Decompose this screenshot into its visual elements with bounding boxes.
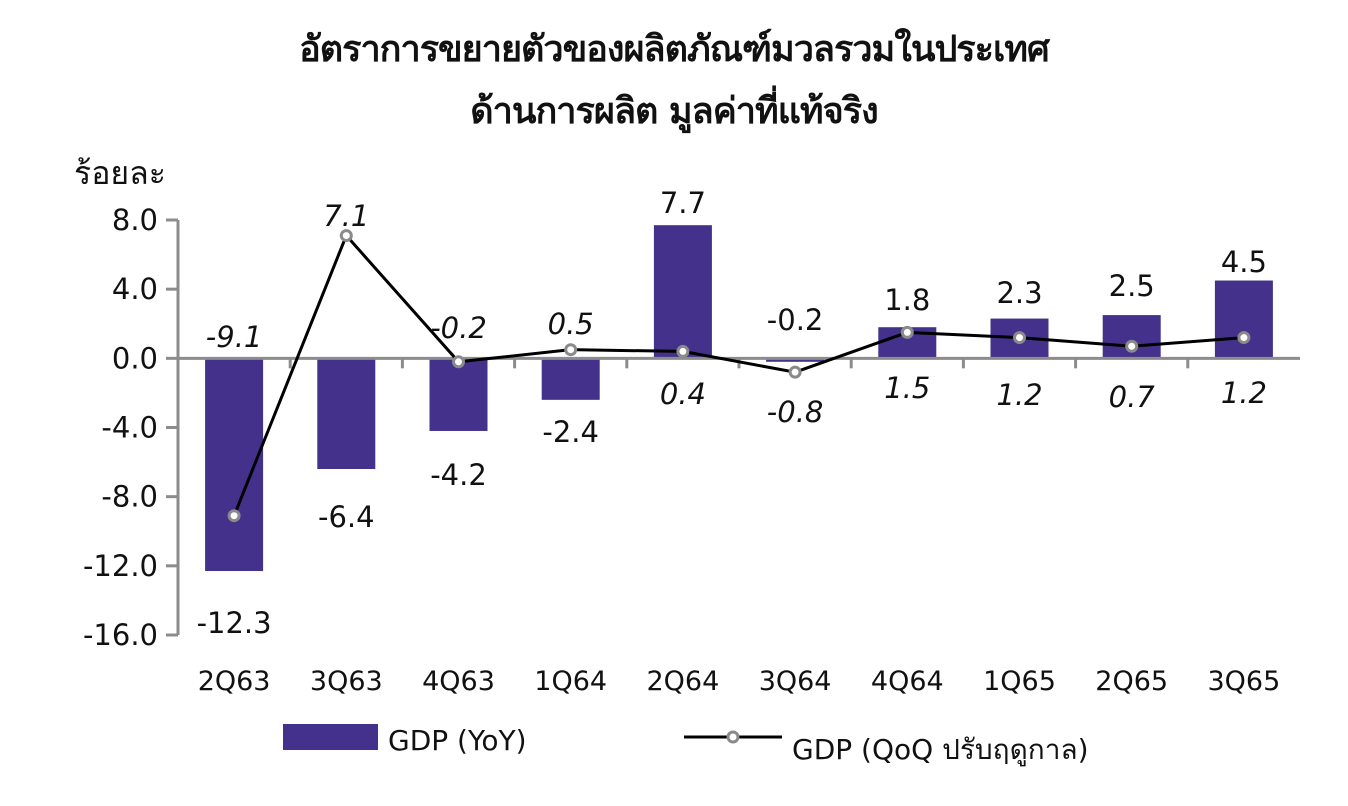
x-tick-label: 1Q64	[534, 666, 607, 697]
bar-value-label: -6.4	[318, 500, 375, 534]
y-tick-label: 4.0	[112, 272, 158, 306]
bar-value-label: 2.5	[1109, 269, 1155, 303]
y-tick-label: 0.0	[112, 341, 158, 375]
x-tick-label: 2Q64	[647, 666, 720, 697]
qoq-marker	[227, 509, 241, 523]
qoq-marker	[564, 343, 578, 357]
qoq-marker	[900, 325, 914, 339]
bar-value-label: 7.7	[660, 186, 706, 220]
legend-bar-label: GDP (YoY)	[388, 724, 527, 757]
bar-value-label: -4.2	[430, 458, 487, 492]
bar-value-label: -0.2	[767, 303, 824, 337]
line-value-label: 7.1	[323, 199, 369, 233]
line-value-label: -0.8	[767, 395, 824, 429]
qoq-marker	[339, 229, 353, 243]
y-tick-label: -12.0	[83, 549, 158, 583]
chart-subtitle: ด้านการผลิต มูลค่าที่แท้จริง	[470, 91, 878, 132]
chart-title: อัตราการขยายตัวของผลิตภัณฑ์มวลรวมในประเท…	[299, 29, 1050, 70]
line-value-label: 0.7	[1109, 380, 1156, 414]
bar-value-label: -2.4	[542, 415, 599, 449]
y-tick-label: 8.0	[112, 203, 158, 237]
bar-value-label: 4.5	[1221, 245, 1267, 279]
line-value-label: 1.5	[884, 371, 930, 405]
qoq-marker	[788, 365, 802, 379]
bar	[317, 358, 376, 469]
legend-line-marker-icon	[684, 730, 782, 744]
bar	[1214, 280, 1273, 359]
line-value-label: -0.2	[430, 311, 487, 345]
x-tick-label: 4Q64	[871, 666, 944, 697]
bar	[766, 358, 825, 362]
line-value-label: -9.1	[206, 320, 263, 354]
qoq-marker	[452, 355, 465, 369]
x-tick-label: 3Q64	[759, 666, 832, 697]
bar	[429, 358, 488, 431]
x-tick-label: 3Q65	[1208, 666, 1281, 697]
x-tick-label: 2Q65	[1095, 666, 1168, 697]
y-axis-label: ร้อยละ	[74, 154, 166, 192]
qoq-marker	[1013, 331, 1026, 345]
bar-value-label: 1.8	[884, 283, 930, 317]
bar	[541, 358, 600, 400]
x-tick-label: 1Q65	[983, 666, 1056, 697]
qoq-marker	[1237, 331, 1251, 345]
y-tick-label: -8.0	[101, 480, 158, 514]
qoq-marker	[1125, 339, 1139, 353]
qoq-line	[232, 232, 1245, 517]
line-value-label: 0.5	[548, 307, 594, 341]
legend-bar-swatch	[283, 724, 378, 750]
qoq-marker	[676, 344, 690, 358]
line-value-label: 1.2	[996, 378, 1042, 412]
x-tick-label: 4Q63	[422, 666, 495, 697]
bar	[653, 225, 712, 359]
line-value-label: 0.4	[660, 377, 706, 411]
x-tick-label: 2Q63	[198, 666, 271, 697]
line-value-label: 1.2	[1221, 376, 1267, 410]
x-tick-label: 3Q63	[310, 666, 383, 697]
bar-value-label: 2.3	[996, 276, 1042, 310]
legend-line-label: GDP (QoQ ปรับฤดูกาล)	[792, 733, 1089, 766]
bar-value-label: -12.3	[197, 606, 272, 640]
y-tick-label: -16.0	[83, 618, 158, 652]
y-tick-label: -4.0	[101, 411, 158, 445]
